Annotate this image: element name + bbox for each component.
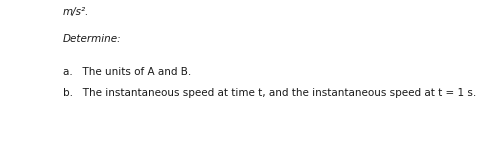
Text: m/s².: m/s². bbox=[63, 7, 89, 17]
Text: a.   The units of A and B.: a. The units of A and B. bbox=[63, 67, 191, 77]
Text: Determine:: Determine: bbox=[63, 34, 121, 44]
Text: b.   The instantaneous speed at time t, and the instantaneous speed at t = 1 s.: b. The instantaneous speed at time t, an… bbox=[63, 88, 476, 98]
